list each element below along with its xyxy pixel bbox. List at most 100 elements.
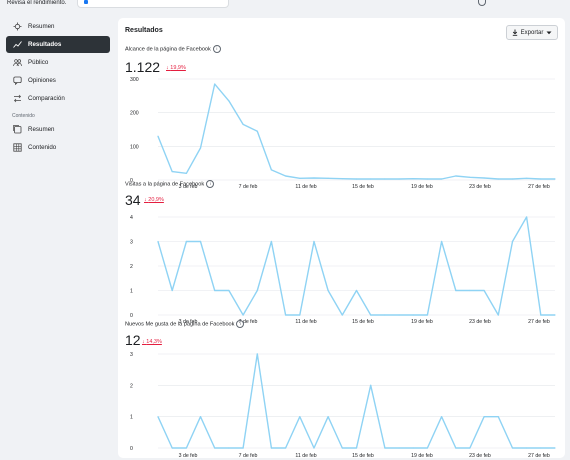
data-point[interactable] [455, 447, 457, 449]
data-point[interactable] [214, 447, 216, 449]
data-point[interactable] [412, 178, 414, 180]
data-point[interactable] [384, 314, 386, 316]
data-point[interactable] [285, 175, 287, 177]
data-point[interactable] [412, 314, 414, 316]
data-point[interactable] [511, 240, 514, 243]
data-point[interactable] [171, 289, 173, 292]
data-point[interactable] [228, 289, 230, 292]
data-point[interactable] [157, 416, 159, 418]
data-point[interactable] [214, 289, 216, 292]
data-point[interactable] [327, 177, 329, 179]
data-point[interactable] [185, 240, 187, 243]
data-point[interactable] [185, 172, 187, 174]
data-point[interactable] [497, 178, 499, 180]
help-icon[interactable] [478, 0, 486, 6]
data-point[interactable] [455, 175, 457, 177]
data-point[interactable] [313, 240, 315, 243]
info-icon[interactable]: i [236, 320, 245, 328]
data-point[interactable] [242, 314, 244, 316]
data-point[interactable] [426, 314, 428, 316]
data-point[interactable] [398, 314, 400, 316]
info-icon[interactable]: i [212, 45, 221, 53]
data-point[interactable] [497, 314, 499, 316]
export-button[interactable]: Exportar [506, 25, 558, 40]
delta-badge[interactable]: ↓ 20,9% [144, 197, 164, 203]
data-point[interactable] [455, 289, 457, 292]
sidebar-item-overview[interactable]: Resumen [6, 18, 110, 35]
data-point[interactable] [370, 314, 372, 316]
data-point[interactable] [341, 447, 343, 449]
data-point[interactable] [554, 447, 556, 449]
data-point[interactable] [398, 178, 400, 180]
data-point[interactable] [511, 447, 514, 449]
data-point[interactable] [554, 178, 556, 180]
data-point[interactable] [327, 289, 329, 292]
data-point[interactable] [355, 289, 358, 292]
data-point[interactable] [384, 178, 386, 180]
sidebar-item-comparison[interactable]: Comparación [6, 90, 110, 107]
delta-badge[interactable]: ↓ 19,9% [166, 65, 186, 71]
data-point[interactable] [299, 314, 301, 316]
data-point[interactable] [440, 178, 443, 180]
data-point[interactable] [242, 123, 244, 126]
data-point[interactable] [426, 178, 428, 180]
data-point[interactable] [440, 416, 443, 418]
data-point[interactable] [270, 240, 273, 243]
data-point[interactable] [228, 447, 230, 449]
data-point[interactable] [157, 135, 159, 137]
data-point[interactable] [199, 147, 202, 149]
data-point[interactable] [214, 83, 216, 85]
data-point[interactable] [171, 447, 173, 449]
data-point[interactable] [256, 289, 258, 292]
data-point[interactable] [526, 216, 528, 218]
data-point[interactable] [469, 289, 471, 292]
data-point[interactable] [285, 447, 287, 449]
data-point[interactable] [540, 314, 542, 316]
page-selector[interactable] [77, 0, 229, 8]
data-point[interactable] [270, 169, 273, 171]
sidebar-item-feedback[interactable]: Opiniones [6, 72, 110, 89]
data-point[interactable] [370, 178, 372, 180]
data-point[interactable] [526, 177, 528, 179]
data-point[interactable] [440, 240, 443, 243]
data-point[interactable] [157, 240, 159, 243]
data-point[interactable] [398, 447, 400, 449]
data-point[interactable] [199, 416, 202, 418]
data-point[interactable] [497, 416, 499, 418]
data-point[interactable] [511, 178, 514, 180]
data-point[interactable] [270, 447, 273, 449]
data-point[interactable] [185, 447, 187, 449]
data-point[interactable] [426, 447, 428, 449]
sidebar-item-results[interactable]: Resultados [6, 36, 110, 53]
sidebar-item-content-overview[interactable]: Resumen [6, 121, 110, 138]
data-point[interactable] [327, 416, 329, 418]
data-point[interactable] [171, 170, 173, 173]
sidebar-item-audience[interactable]: Público [6, 54, 110, 71]
data-point[interactable] [540, 178, 542, 180]
data-point[interactable] [242, 447, 244, 449]
data-point[interactable] [256, 130, 258, 132]
data-point[interactable] [384, 447, 386, 449]
data-point[interactable] [469, 447, 471, 449]
data-point[interactable] [228, 100, 230, 102]
data-point[interactable] [355, 178, 358, 180]
data-point[interactable] [299, 177, 301, 179]
data-point[interactable] [341, 314, 343, 316]
info-icon[interactable]: i [206, 180, 215, 188]
data-point[interactable] [285, 314, 287, 316]
data-point[interactable] [412, 447, 414, 449]
data-point[interactable] [256, 353, 258, 355]
data-point[interactable] [299, 416, 301, 418]
data-point[interactable] [554, 314, 556, 316]
data-point[interactable] [355, 447, 358, 449]
data-point[interactable] [199, 240, 202, 243]
data-point[interactable] [469, 176, 471, 178]
data-point[interactable] [483, 177, 485, 179]
data-point[interactable] [526, 447, 528, 449]
data-point[interactable] [370, 384, 372, 386]
data-point[interactable] [313, 447, 315, 449]
data-point[interactable] [313, 177, 315, 179]
data-point[interactable] [483, 416, 485, 418]
data-point[interactable] [483, 289, 485, 292]
sidebar-item-content[interactable]: Contenido [6, 139, 110, 156]
